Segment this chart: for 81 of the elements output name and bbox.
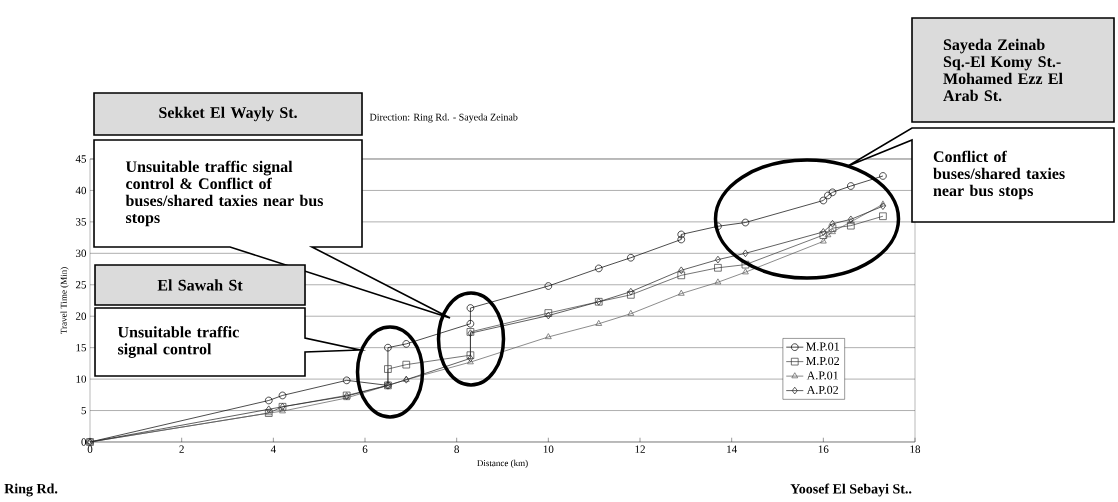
point <box>678 266 685 275</box>
y-tick-label: 20 <box>75 312 87 320</box>
chart-title: Direction: Ring Rd. - Sayeda Zeinab <box>369 113 518 123</box>
point <box>879 212 887 220</box>
y-tick-label: 30 <box>76 249 87 258</box>
point <box>265 396 273 405</box>
point <box>466 304 475 312</box>
point <box>829 220 836 228</box>
point <box>742 268 749 275</box>
point <box>879 172 887 180</box>
point <box>819 196 828 205</box>
annotation: El Sawah St <box>157 279 243 291</box>
x-tick-label: 16 <box>818 445 829 453</box>
point <box>714 278 722 285</box>
text: Sekket El Wayly St. <box>159 106 297 122</box>
point <box>677 289 685 296</box>
point <box>741 218 750 227</box>
text: Sayeda Zeinab Sq.-El Komy St.-Mohamed Ezz El Arab St. <box>943 38 1063 102</box>
y-tick-label: 0 <box>81 438 87 446</box>
text: Ring Rd. <box>4 483 58 497</box>
point <box>824 191 832 200</box>
point <box>741 260 750 269</box>
point <box>677 235 686 244</box>
point <box>627 253 635 262</box>
point <box>595 320 603 326</box>
x-tick-label: 12 <box>635 445 645 453</box>
x-tick-label: 18 <box>910 445 921 453</box>
point <box>545 333 552 340</box>
point <box>402 340 411 348</box>
point <box>278 391 287 400</box>
point <box>829 228 836 234</box>
point <box>742 249 749 258</box>
legend-label: A.P.02 <box>806 385 839 395</box>
annotation: Unsuitable traffic signal control <box>117 326 239 358</box>
x-tick-label: 6 <box>362 445 368 453</box>
y-tick-label: 15 <box>76 343 87 352</box>
point <box>467 354 474 363</box>
point <box>677 230 686 239</box>
text: Conflict of buses/shared taxies near bus stops <box>933 150 1065 200</box>
point <box>384 365 392 373</box>
x-tick-label: 0 <box>87 445 93 453</box>
y-tick-label: 45 <box>75 155 87 163</box>
point <box>466 320 475 328</box>
point <box>467 358 474 365</box>
legend-label: M.P.02 <box>806 356 840 366</box>
y-tick-label: 5 <box>81 406 87 415</box>
x-axis-title: Distance (km) <box>477 459 528 468</box>
point <box>544 282 553 290</box>
point <box>342 376 351 385</box>
legend-label: M.P.01 <box>806 342 839 351</box>
point <box>384 343 392 352</box>
point <box>466 351 475 359</box>
point <box>627 291 635 299</box>
x-tick-label: 10 <box>543 445 554 453</box>
x-tick-label: 8 <box>454 445 460 453</box>
y-tick-label: 40 <box>75 186 87 195</box>
point <box>677 271 686 280</box>
x-tick-label: 2 <box>179 445 184 453</box>
point <box>714 264 722 272</box>
x-tick-label: 14 <box>727 445 738 453</box>
point <box>847 221 855 230</box>
y-tick-label: 10 <box>76 375 87 383</box>
point <box>402 360 411 369</box>
y-axis-title: Travel Time (Min) <box>60 267 69 334</box>
legend-label: A.P.01 <box>806 371 838 380</box>
y-tick-label: 35 <box>76 218 87 226</box>
annotation: Unsuitable traffic signal control & Conflict of buses/shared taxies near bus stops <box>125 160 324 227</box>
point <box>265 405 272 414</box>
point <box>595 264 603 273</box>
point <box>627 309 635 316</box>
point <box>714 222 722 231</box>
x-tick-label: 4 <box>270 445 276 453</box>
point <box>824 231 832 238</box>
point <box>828 188 837 197</box>
point <box>279 407 286 414</box>
text: Yoosef El Sebayi St.. <box>790 483 912 497</box>
point <box>627 287 634 296</box>
point <box>820 237 827 244</box>
point <box>847 182 855 190</box>
point <box>828 224 837 232</box>
y-tick-label: 25 <box>75 281 87 289</box>
